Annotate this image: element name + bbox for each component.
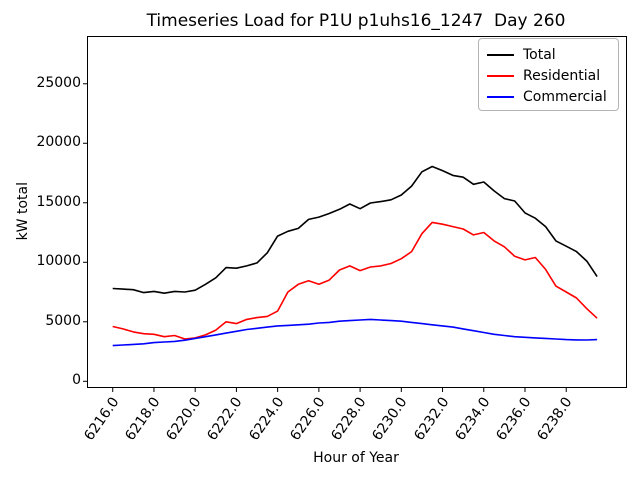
y-axis-label: kW total [15, 181, 31, 241]
legend-label-total: Total [523, 46, 556, 63]
chart-title: Timeseries Load for P1U p1uhs16_1247 Day… [146, 11, 566, 31]
series-line-residential [112, 221, 598, 340]
legend-item-residential: Residential [487, 65, 610, 86]
y-tick-label: 10000 [36, 253, 81, 270]
x-axis-label: Hour of Year [313, 450, 399, 466]
commercial-line-swatch-icon [487, 95, 514, 98]
total-line-swatch-icon [487, 53, 514, 56]
y-tick-label: 25000 [36, 74, 81, 91]
y-tick-label: 15000 [36, 193, 81, 210]
legend-item-total: Total [487, 44, 610, 65]
series-line-total [112, 165, 598, 295]
legend-label-commercial: Commercial [523, 88, 607, 105]
legend: Total Residential Commercial [478, 38, 619, 111]
y-tick-label: 20000 [36, 134, 81, 151]
chart-canvas [83, 83, 598, 392]
series-line-commercial [112, 318, 598, 347]
y-tick-label: 0 [72, 372, 81, 389]
y-tick-label: 5000 [45, 312, 81, 329]
legend-label-residential: Residential [523, 67, 601, 84]
residential-line-swatch-icon [487, 74, 514, 77]
legend-item-commercial: Commercial [487, 86, 610, 107]
